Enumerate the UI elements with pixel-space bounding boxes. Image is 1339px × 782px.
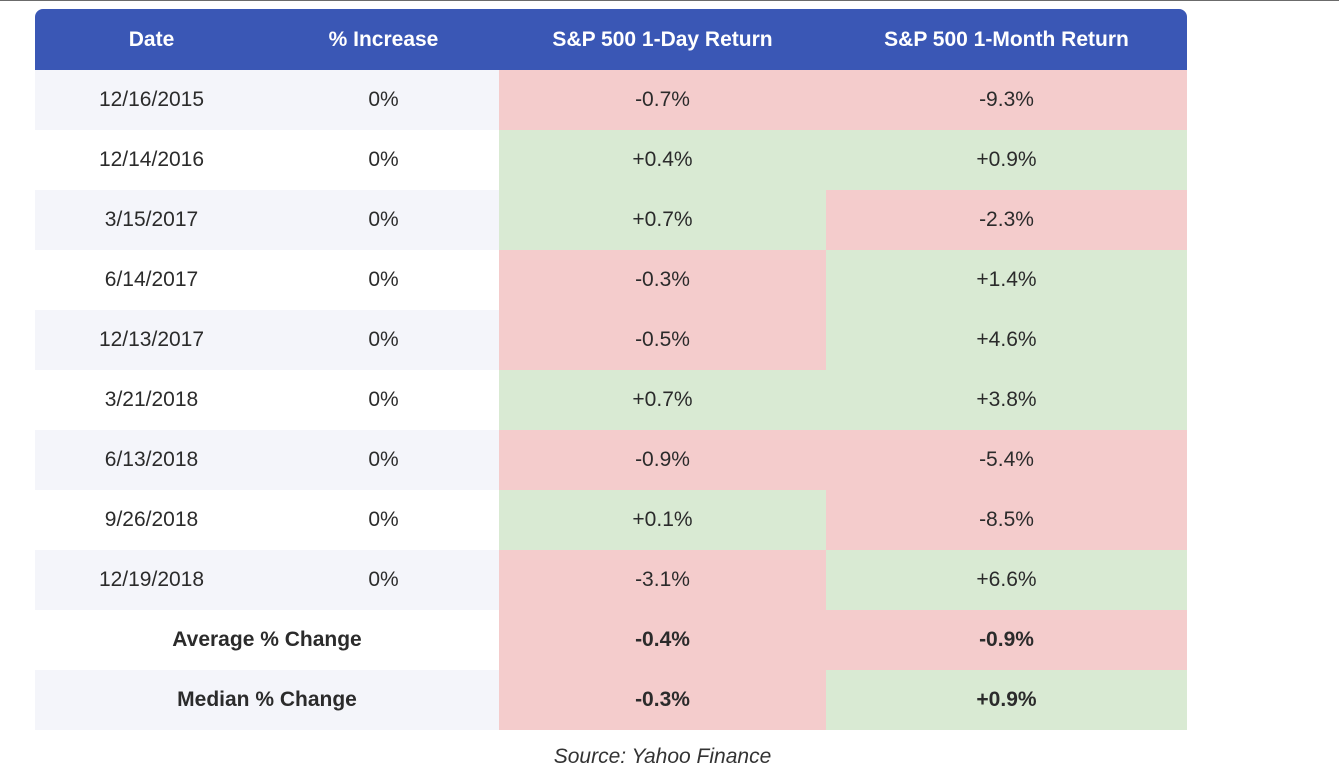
one-day-return-cell: -0.9% — [499, 430, 826, 490]
one-day-return-cell: -0.3% — [499, 250, 826, 310]
date-cell: 12/19/2018 — [35, 550, 268, 610]
date-cell: 3/15/2017 — [35, 190, 268, 250]
table-row: 12/16/2015 0% -0.7% -9.3% — [35, 70, 1187, 130]
one-month-return-cell: -2.3% — [826, 190, 1187, 250]
table-row: 3/15/2017 0% +0.7% -2.3% — [35, 190, 1187, 250]
date-cell: 12/13/2017 — [35, 310, 268, 370]
date-cell: 6/13/2018 — [35, 430, 268, 490]
date-cell: 3/21/2018 — [35, 370, 268, 430]
increase-cell: 0% — [268, 550, 499, 610]
average-one-day-cell: -0.4% — [499, 610, 826, 670]
header-1-month-return: S&P 500 1-Month Return — [826, 9, 1187, 70]
one-day-return-cell: +0.7% — [499, 190, 826, 250]
one-day-return-cell: +0.4% — [499, 130, 826, 190]
one-month-return-cell: -8.5% — [826, 490, 1187, 550]
increase-cell: 0% — [268, 370, 499, 430]
median-row: Median % Change -0.3% +0.9% — [35, 670, 1187, 730]
median-one-day-cell: -0.3% — [499, 670, 826, 730]
header-date: Date — [35, 9, 268, 70]
one-day-return-cell: -3.1% — [499, 550, 826, 610]
table-row: 6/14/2017 0% -0.3% +1.4% — [35, 250, 1187, 310]
increase-cell: 0% — [268, 250, 499, 310]
median-label: Median % Change — [35, 670, 499, 730]
table-body: 12/16/2015 0% -0.7% -9.3% 12/14/2016 0% … — [35, 70, 1187, 730]
header-row: Date % Increase S&P 500 1-Day Return S&P… — [35, 9, 1187, 70]
increase-cell: 0% — [268, 190, 499, 250]
header-increase: % Increase — [268, 9, 499, 70]
fed-meeting-returns-table: Date % Increase S&P 500 1-Day Return S&P… — [35, 9, 1187, 730]
header-1-day-return: S&P 500 1-Day Return — [499, 9, 826, 70]
one-month-return-cell: +3.8% — [826, 370, 1187, 430]
date-cell: 6/14/2017 — [35, 250, 268, 310]
increase-cell: 0% — [268, 130, 499, 190]
one-day-return-cell: -0.5% — [499, 310, 826, 370]
date-cell: 12/16/2015 — [35, 70, 268, 130]
one-month-return-cell: +6.6% — [826, 550, 1187, 610]
one-day-return-cell: +0.7% — [499, 370, 826, 430]
one-month-return-cell: -5.4% — [826, 430, 1187, 490]
table-row: 12/19/2018 0% -3.1% +6.6% — [35, 550, 1187, 610]
table-row: 12/13/2017 0% -0.5% +4.6% — [35, 310, 1187, 370]
increase-cell: 0% — [268, 430, 499, 490]
table-row: 9/26/2018 0% +0.1% -8.5% — [35, 490, 1187, 550]
one-month-return-cell: +0.9% — [826, 130, 1187, 190]
average-row: Average % Change -0.4% -0.9% — [35, 610, 1187, 670]
average-label: Average % Change — [35, 610, 499, 670]
one-month-return-cell: +4.6% — [826, 310, 1187, 370]
one-month-return-cell: +1.4% — [826, 250, 1187, 310]
table-header: Date % Increase S&P 500 1-Day Return S&P… — [35, 9, 1187, 70]
increase-cell: 0% — [268, 70, 499, 130]
table-row: 3/21/2018 0% +0.7% +3.8% — [35, 370, 1187, 430]
one-day-return-cell: +0.1% — [499, 490, 826, 550]
fed-meeting-returns-table-container: Date % Increase S&P 500 1-Day Return S&P… — [35, 9, 1187, 730]
increase-cell: 0% — [268, 490, 499, 550]
increase-cell: 0% — [268, 310, 499, 370]
one-month-return-cell: -9.3% — [826, 70, 1187, 130]
one-day-return-cell: -0.7% — [499, 70, 826, 130]
date-cell: 9/26/2018 — [35, 490, 268, 550]
average-one-month-cell: -0.9% — [826, 610, 1187, 670]
top-divider — [0, 0, 1339, 1]
table-row: 6/13/2018 0% -0.9% -5.4% — [35, 430, 1187, 490]
median-one-month-cell: +0.9% — [826, 670, 1187, 730]
source-caption: Source: Yahoo Finance — [553, 745, 772, 768]
table-row: 12/14/2016 0% +0.4% +0.9% — [35, 130, 1187, 190]
date-cell: 12/14/2016 — [35, 130, 268, 190]
